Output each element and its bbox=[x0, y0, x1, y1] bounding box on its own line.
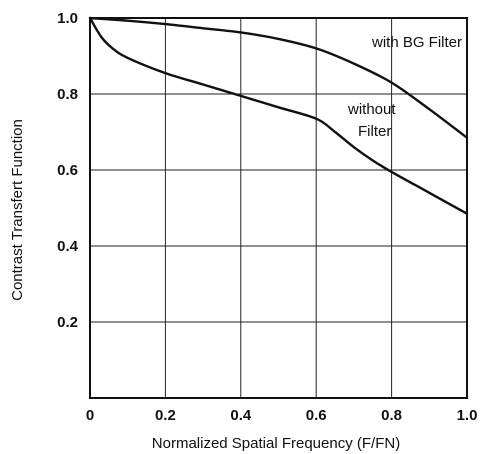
grid bbox=[90, 18, 467, 398]
x-tick-label: 0 bbox=[86, 407, 94, 424]
x-tick-label: 0.4 bbox=[230, 407, 252, 424]
y-tick-label: 0.8 bbox=[57, 86, 78, 103]
x-axis-label: Normalized Spatial Frequency (F/FN) bbox=[152, 435, 400, 452]
annotation-with-bg-filter: with BG Filter bbox=[371, 34, 462, 51]
y-tick-label: 1.0 bbox=[57, 10, 78, 27]
x-tick-label: 1.0 bbox=[457, 407, 478, 424]
series-layer bbox=[88, 16, 469, 215]
y-tick-labels: 0.2 0.4 0.6 0.8 1.0 bbox=[57, 10, 79, 331]
x-tick-labels: 0 0.2 0.4 0.6 0.8 1.0 bbox=[86, 407, 478, 424]
series-line-with-bg-filter bbox=[88, 16, 469, 139]
annotation-without-filter-line2: Filter bbox=[358, 123, 391, 140]
series-line-without-filter bbox=[88, 16, 469, 215]
x-tick-label: 0.6 bbox=[306, 407, 327, 424]
y-tick-label: 0.4 bbox=[57, 238, 79, 255]
annotation-without-filter-line1: without bbox=[347, 101, 396, 118]
plot-frame bbox=[89, 17, 468, 399]
x-tick-label: 0.2 bbox=[155, 407, 176, 424]
x-tick-label: 0.8 bbox=[381, 407, 402, 424]
y-axis-label: Contrast Transfert Function bbox=[9, 119, 26, 301]
y-tick-label: 0.2 bbox=[57, 314, 78, 331]
y-tick-label: 0.6 bbox=[57, 162, 78, 179]
